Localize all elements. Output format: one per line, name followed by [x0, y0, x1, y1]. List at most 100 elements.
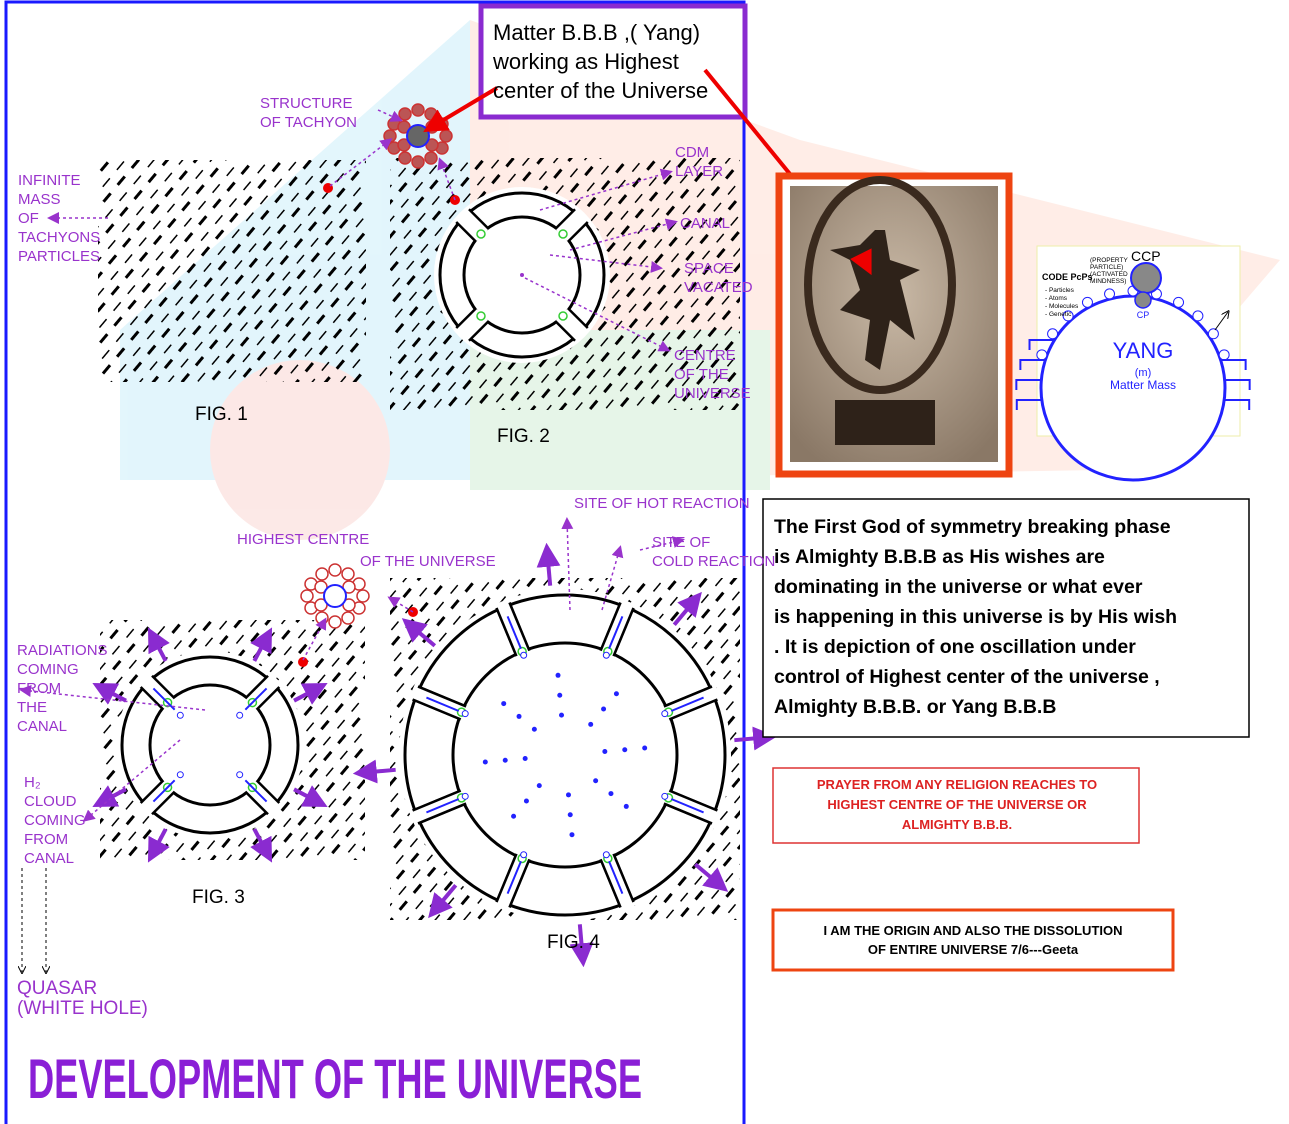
tachyon [440, 130, 452, 142]
particle [537, 783, 542, 788]
statement-text: is Almighty B.B.B as His wishes are [774, 546, 1105, 568]
particle [556, 673, 561, 678]
cloud [462, 711, 468, 717]
particle [642, 746, 647, 751]
label: CANAL [680, 215, 730, 232]
tachyon [301, 590, 313, 602]
pcp [1193, 311, 1203, 321]
pcp [1174, 297, 1184, 307]
label: H₂ [24, 774, 41, 791]
tachyon [342, 612, 354, 624]
tachyon [425, 152, 437, 164]
header-text: Matter B.B.B ,( Yang) [493, 20, 700, 45]
cloud [177, 772, 183, 778]
cp-circle [1135, 292, 1151, 308]
label: OF TACHYON [260, 114, 357, 131]
pcp [1037, 350, 1047, 360]
cloud [662, 793, 668, 799]
particle [568, 812, 573, 817]
pcp [1105, 289, 1115, 299]
statement-text: is happening in this universe is by His … [774, 606, 1177, 628]
cloud [462, 793, 468, 799]
label: OF THE [674, 366, 729, 383]
caption: FIG. 1 [195, 404, 248, 425]
ring-inner [453, 643, 677, 867]
label: QUASAR [17, 978, 97, 999]
tachyon-core [324, 585, 346, 607]
pcp [1082, 297, 1092, 307]
label: CCP [1131, 248, 1161, 264]
label: RADIATIONS [17, 642, 108, 659]
particle [601, 707, 606, 712]
statement-text: The First God of symmetry breaking phase [774, 516, 1171, 538]
label: STRUCTURE [260, 95, 353, 112]
label: CLOUD [24, 793, 77, 810]
label: PARTICLES [18, 248, 100, 265]
label: (WHITE HOLE) [17, 998, 148, 1019]
tachyon [412, 104, 424, 116]
tachyon-core [407, 125, 429, 147]
label: - Genetic [1045, 311, 1072, 318]
tachyon [412, 156, 424, 168]
label: INFINITE [18, 172, 81, 189]
particle [624, 804, 629, 809]
particle [517, 714, 522, 719]
label: Matter Mass [1110, 378, 1176, 392]
statement-text: Almighty B.B.B. or Yang B.B.B [774, 696, 1056, 718]
cloud [237, 712, 243, 718]
particle [483, 759, 488, 764]
label: - Molecules [1045, 303, 1079, 310]
geeta-box [773, 910, 1173, 970]
cloud [603, 652, 609, 658]
tachyon [425, 108, 437, 120]
label: FROM [24, 831, 68, 848]
particle [524, 798, 529, 803]
label: CODE PcPs [1042, 272, 1093, 282]
particle [593, 778, 598, 783]
prayer-text: HIGHEST CENTRE OF THE UNIVERSE OR [827, 797, 1087, 812]
cloud [603, 852, 609, 858]
cloud [177, 712, 183, 718]
tachyon [399, 152, 411, 164]
label: OF THE UNIVERSE [360, 553, 496, 570]
label: CP [1137, 310, 1150, 320]
particle [511, 814, 516, 819]
label: SITE OF HOT REACTION [574, 495, 750, 512]
label: COMING [17, 661, 79, 678]
tachyon [342, 568, 354, 580]
prayer-text: PRAYER FROM ANY RELIGION REACHES TO [817, 777, 1097, 792]
label: LAYER [675, 163, 723, 180]
caption: FIG. 4 [547, 932, 600, 953]
particle [523, 756, 528, 761]
statue-base [835, 400, 935, 445]
label: THE [17, 699, 47, 716]
tachyon [399, 108, 411, 120]
centre-dot [520, 273, 524, 277]
tachyon [357, 590, 369, 602]
label: UNIVERSE [674, 385, 751, 402]
geeta-text: I AM THE ORIGIN AND ALSO THE DISSOLUTION [824, 923, 1123, 938]
label: (PROPERTY [1090, 257, 1128, 264]
particle [566, 792, 571, 797]
label: SITE OF [652, 534, 710, 551]
tachyon [316, 568, 328, 580]
label: FROM [17, 680, 61, 697]
label: HIGHEST CENTRE [237, 531, 369, 548]
label: SPACE [684, 260, 734, 277]
cloud [237, 772, 243, 778]
tachyon [316, 612, 328, 624]
cloud [521, 652, 527, 658]
label: OF [18, 210, 39, 227]
label: CDM [675, 144, 709, 161]
ccp-circle [1131, 263, 1161, 293]
label: CENTRE [674, 347, 736, 364]
label: - Particles [1045, 287, 1075, 294]
particle [608, 791, 613, 796]
caption: FIG. 3 [192, 887, 245, 908]
header-text: working as Highest [492, 49, 679, 74]
particle [622, 747, 627, 752]
statement-text: dominating in the universe or what ever [774, 576, 1143, 598]
tachyon [384, 130, 396, 142]
geeta-text: OF ENTIRE UNIVERSE 7/6---Geeta [868, 942, 1079, 957]
particle [557, 693, 562, 698]
